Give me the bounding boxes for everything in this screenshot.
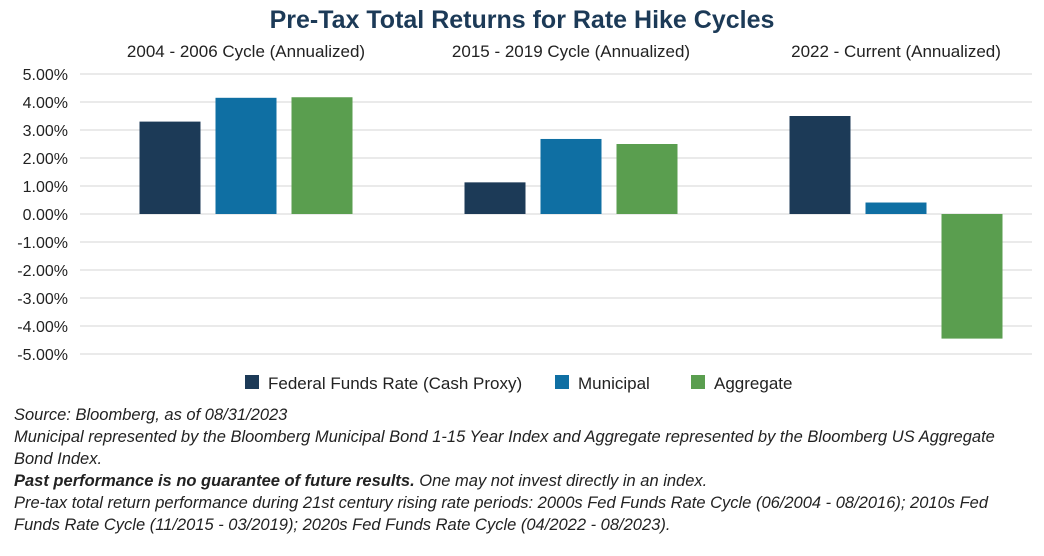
bar-aggregate (616, 144, 678, 214)
representation-note: Municipal represented by the Bloomberg M… (14, 428, 995, 468)
bar-aggregate (291, 97, 353, 214)
legend-swatch (245, 375, 259, 389)
category-label: 2004 - 2006 Cycle (Annualized) (127, 42, 365, 61)
category-label: 2022 - Current (Annualized) (791, 42, 1001, 61)
y-tick-label: -1.00% (17, 235, 68, 252)
category-label: 2015 - 2019 Cycle (Annualized) (452, 42, 690, 61)
disclaimer-rest: One may not invest directly in an index. (414, 472, 708, 490)
y-tick-label: -2.00% (17, 263, 68, 280)
legend-swatch (555, 375, 569, 389)
disclaimer-bold: Past performance is no guarantee of futu… (14, 472, 415, 490)
disclaimer-note: Past performance is no guarantee of futu… (14, 470, 1034, 492)
y-axis-ticks: 5.00% 4.00% 3.00% 2.00% 1.00% 0.00% -1.00% -2.0… (17, 67, 68, 364)
y-tick-label: -3.00% (17, 291, 68, 308)
bar-federal-funds-rate-cash-proxy (139, 121, 201, 214)
legend-label: Aggregate (714, 374, 792, 393)
bar-federal-funds-rate-cash-proxy (789, 116, 851, 214)
y-tick-label: -4.00% (17, 319, 68, 336)
y-tick-label: 4.00% (23, 95, 68, 112)
chart-notes: Source: Bloomberg, as of 08/31/2023 Muni… (14, 404, 1034, 536)
legend-label: Municipal (578, 374, 650, 393)
y-tick-label: -5.00% (17, 347, 68, 364)
bar-municipal (215, 97, 277, 214)
periods-note: Pre-tax total return performance during … (14, 494, 989, 534)
category-labels: 2004 - 2006 Cycle (Annualized) 2015 - 201… (127, 42, 1001, 61)
bar-federal-funds-rate-cash-proxy (464, 182, 526, 214)
source-note: Source: Bloomberg, as of 08/31/2023 (14, 406, 288, 424)
bar-municipal (540, 138, 602, 214)
legend-label: Federal Funds Rate (Cash Proxy) (268, 374, 522, 393)
bar-chart: 5.00% 4.00% 3.00% 2.00% 1.00% 0.00% -1.00% -2.0… (17, 42, 1032, 393)
y-tick-label: 0.00% (23, 207, 68, 224)
y-tick-label: 1.00% (23, 179, 68, 196)
legend: Federal Funds Rate (Cash Proxy) Municipal… (245, 374, 792, 393)
bars (139, 97, 1003, 339)
y-tick-label: 2.00% (23, 151, 68, 168)
bar-municipal (865, 202, 927, 214)
y-tick-label: 5.00% (23, 67, 68, 84)
chart-title: Pre-Tax Total Returns for Rate Hike Cycl… (269, 6, 775, 34)
bar-aggregate (941, 214, 1003, 339)
y-tick-label: 3.00% (23, 123, 68, 140)
legend-swatch (691, 375, 705, 389)
